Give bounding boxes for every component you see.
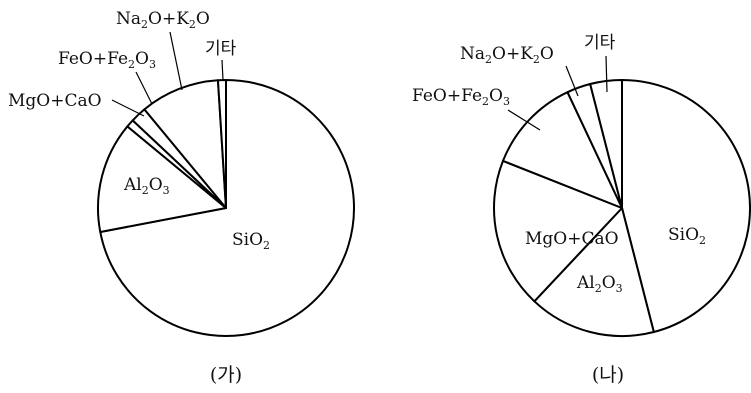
pie-na-label-na2o: Na2O+K2O [460, 44, 554, 66]
pie-ga-label-al2o3: Al2O3 [123, 175, 170, 197]
pie-ga-label-na2o: Na2O+K2O [116, 9, 210, 31]
pie-ga-slice-al2o3 [97, 125, 227, 233]
pie-na-leader-feo [507, 109, 541, 131]
pie-ga-slice-sio2 [99, 79, 355, 337]
pie-na-caption: (나) [592, 364, 624, 386]
pie-na-label-feo: FeO+Fe2O3 [412, 86, 510, 108]
pie-ga-slice-na2o [143, 79, 227, 209]
pie-na-leader-na2o [565, 65, 579, 97]
pie-na-label-sio2: SiO2 [668, 225, 706, 247]
pie-ga-slices [97, 78, 355, 337]
pie-na-slices [493, 79, 751, 337]
pie-chart-ga: SiO2 Al2O3 MgO+CaO FeO+Fe2O3 Na2O+K2O 기타… [8, 9, 355, 386]
pie-na-slice-etc [589, 79, 623, 209]
pie-ga-label-feo: FeO+Fe2O3 [58, 49, 156, 71]
pie-ga-leader-feo [135, 71, 153, 105]
pie-na-slice-feo [501, 91, 623, 209]
pie-ga-leader-mgocao [111, 99, 145, 117]
pie-ga-label-sio2: SiO2 [232, 230, 270, 252]
pie-ga-leader-etc [221, 59, 224, 81]
pie-ga-label-mgocao: MgO+CaO [8, 91, 102, 111]
pie-chart-na: SiO2 Al2O3 MgO+CaO FeO+Fe2O3 Na2O+K2O 기타… [412, 33, 751, 386]
pie-na-label-mgocao: MgO+CaO [525, 229, 619, 249]
pie-na-label-etc: 기타 [584, 33, 616, 53]
pie-na-label-al2o3: Al2O3 [576, 273, 623, 295]
pie-ga-label-etc: 기타 [205, 39, 237, 59]
pie-ga-caption: (가) [210, 364, 242, 386]
pie-na-slice-al2o3 [533, 207, 655, 337]
pie-na-slice-sio2 [621, 79, 751, 333]
pie-ga-slice-etc [216, 78, 227, 209]
pie-na-leader-etc [605, 55, 608, 93]
pie-ga-leader-na2o [169, 31, 183, 91]
